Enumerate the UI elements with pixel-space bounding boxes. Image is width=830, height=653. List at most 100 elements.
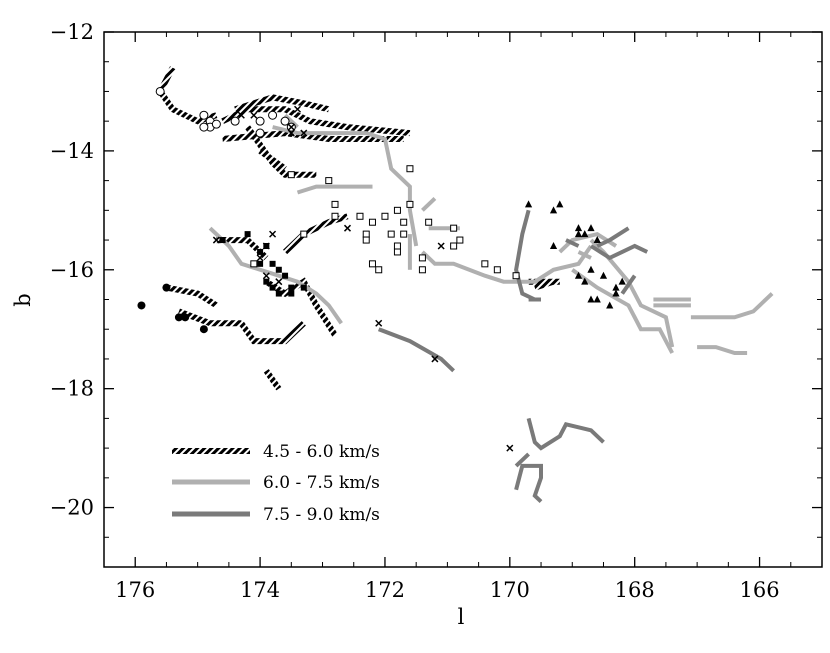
point-filled-square: [288, 284, 295, 291]
point-open-square: [425, 218, 433, 226]
point-filled-square: [282, 272, 289, 279]
point-cross: [506, 444, 514, 452]
x-tick-label: 176: [115, 578, 155, 602]
velocity-path: [208, 226, 343, 325]
point-open-square: [250, 260, 258, 268]
point-cross: [300, 129, 308, 137]
velocity-path: [514, 209, 536, 302]
point-filled-square: [300, 284, 307, 291]
point-filled-triangle: [587, 295, 595, 303]
point-filled-square: [269, 260, 276, 267]
point-open-circle: [211, 119, 221, 129]
plot-markers: [137, 86, 626, 452]
series-0: [156, 66, 560, 391]
point-open-circle: [199, 122, 209, 132]
point-open-circle: [199, 110, 209, 120]
velocity-path: [165, 284, 219, 308]
point-filled-triangle: [574, 224, 583, 232]
point-cross: [437, 242, 445, 250]
point-filled-square: [275, 290, 282, 297]
velocity-path: [533, 278, 555, 291]
point-filled-triangle: [587, 265, 595, 273]
plot-series: [156, 66, 774, 504]
velocity-path: [264, 277, 319, 307]
legend-label-0: 4.5 - 6.0 km/s: [263, 442, 380, 462]
x-tick-label: 174: [240, 578, 280, 602]
point-open-square: [406, 200, 414, 208]
legend-label-1: 6.0 - 7.5 km/s: [263, 473, 380, 493]
point-open-square: [325, 177, 333, 185]
marker-group-cross: [212, 105, 514, 452]
x-tick-label: 172: [365, 578, 405, 602]
marker-group-filled-square: [219, 231, 307, 297]
velocity-path: [596, 226, 630, 248]
point-open-square: [393, 206, 401, 214]
point-cross: [262, 242, 270, 250]
point-filled-triangle: [556, 200, 564, 208]
point-filled-circle: [181, 313, 190, 322]
velocity-path: [421, 244, 593, 284]
point-open-circle: [230, 116, 240, 126]
velocity-path: [526, 417, 605, 451]
point-filled-triangle: [574, 271, 583, 279]
point-filled-triangle: [549, 206, 558, 214]
point-open-square: [406, 165, 414, 173]
point-open-square: [287, 171, 295, 179]
point-cross: [275, 278, 283, 286]
point-filled-triangle: [593, 236, 601, 244]
point-filled-triangle: [618, 277, 626, 285]
point-open-square: [481, 260, 489, 268]
point-cross: [287, 129, 295, 137]
velocity-path: [577, 250, 592, 260]
velocity-path: [589, 238, 675, 348]
series-1: [208, 113, 774, 355]
x-axis-title: l: [458, 605, 465, 629]
velocity-path: [620, 274, 637, 295]
point-filled-circle: [162, 283, 171, 292]
point-open-square: [300, 230, 308, 238]
point-cross: [262, 272, 270, 280]
point-filled-circle: [174, 313, 183, 322]
point-open-circle: [255, 116, 265, 126]
velocity-path: [221, 106, 411, 137]
point-filled-circle: [199, 325, 208, 334]
point-filled-triangle: [612, 283, 620, 291]
y-tick-label: −14: [50, 139, 94, 163]
velocity-path: [238, 321, 306, 345]
point-cross: [294, 105, 302, 113]
point-open-square: [375, 266, 383, 274]
point-filled-square: [257, 260, 264, 267]
point-filled-square: [269, 284, 276, 291]
x-tick-label: 170: [490, 578, 530, 602]
point-filled-circle: [137, 301, 146, 310]
velocity-path: [177, 308, 242, 327]
axis-ticks: 176 174 172 170 168 166 −12 −14 −16 −18 −20: [50, 20, 823, 602]
point-open-square: [393, 242, 401, 250]
point-filled-square: [257, 248, 264, 255]
point-cross: [343, 224, 352, 232]
velocity-path: [313, 303, 338, 337]
x-tick-label: 168: [615, 578, 655, 602]
velocity-path: [377, 327, 455, 373]
marker-group-open-square: [250, 165, 520, 280]
point-filled-triangle: [549, 242, 558, 249]
x-tick-label: 166: [740, 578, 780, 602]
point-filled-square: [219, 237, 226, 244]
point-open-square: [393, 248, 401, 256]
velocity-path: [156, 66, 218, 125]
point-open-square: [362, 230, 370, 238]
point-filled-triangle: [599, 271, 608, 279]
velocity-path: [589, 243, 649, 261]
point-open-square: [450, 224, 458, 232]
velocity-path: [697, 345, 748, 355]
point-open-square: [368, 218, 376, 226]
point-cross: [375, 319, 383, 327]
point-cross: [256, 254, 264, 262]
velocity-path: [690, 292, 774, 320]
point-open-square: [456, 236, 464, 244]
y-tick-label: −18: [50, 377, 94, 401]
point-filled-square: [275, 266, 282, 273]
y-tick-label: −20: [50, 496, 94, 520]
point-filled-square: [288, 290, 295, 297]
